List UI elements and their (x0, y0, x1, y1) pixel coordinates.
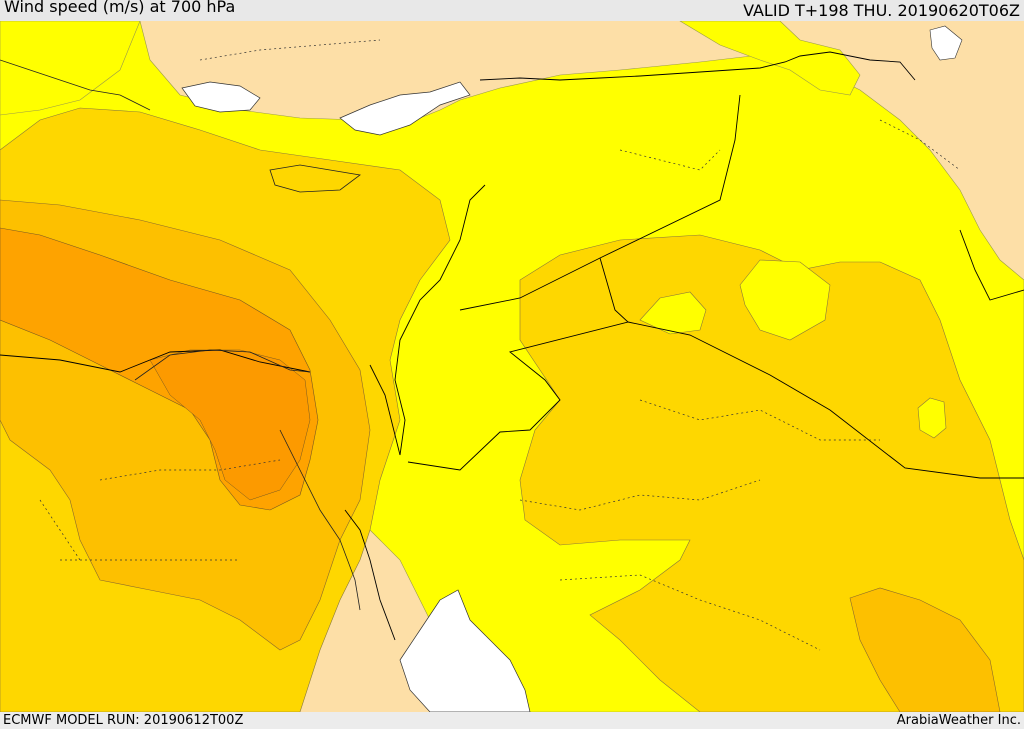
valid-time: VALID T+198 THU. 20190620T06Z (743, 1, 1020, 20)
yellow-patch-iraq (917, 397, 947, 439)
caspian-fragment (181, 81, 261, 113)
credit: ArabiaWeather Inc. (896, 713, 1021, 728)
yellow-patch-jordan (639, 291, 707, 335)
admin-boundaries (39, 39, 961, 651)
coastlines (0, 59, 361, 611)
yellow-patch-syria (739, 259, 831, 341)
country-borders (0, 51, 1024, 641)
model-run: ECMWF MODEL RUN: 20190612T00Z (3, 713, 244, 728)
footer-bar: ECMWF MODEL RUN: 20190612T00Z ArabiaWeat… (0, 712, 1024, 729)
black-sea-fragment (339, 81, 471, 136)
light-orange-gulf (849, 587, 1001, 712)
header-bar: Wind speed (m/s) at 700 hPa VALID T+198 … (0, 0, 1024, 21)
yellow-northwest (0, 21, 141, 116)
map-title: Wind speed (m/s) at 700 hPa (4, 0, 236, 16)
small-lake-north (929, 25, 963, 61)
red-sea-head (399, 589, 531, 712)
wind-speed-map (0, 21, 1024, 712)
yellow-north-arc (679, 21, 861, 96)
